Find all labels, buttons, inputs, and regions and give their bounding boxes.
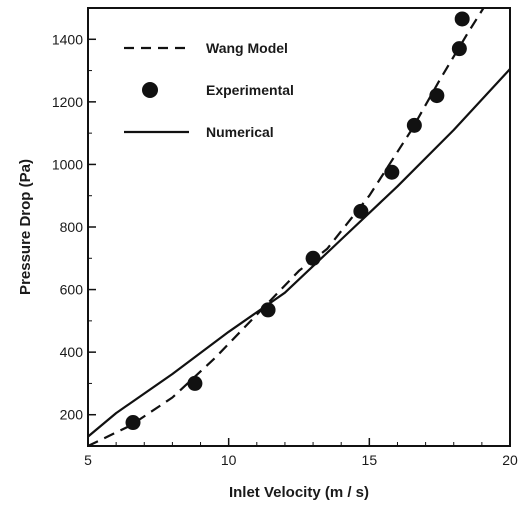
legend-label: Numerical <box>206 124 274 140</box>
ticks-layer: 5 10 15 20 200 400 600 800 1000 1200 1400 <box>52 31 518 468</box>
experimental-point <box>451 41 467 57</box>
plot-frame <box>87 7 511 447</box>
x-tick-label: 10 <box>221 452 237 468</box>
x-axis-title: Inlet Velocity (m / s) <box>229 484 369 501</box>
legend-label: Experimental <box>206 82 294 98</box>
experimental-point <box>353 203 369 219</box>
legend: Wang Model Experimental Numerical <box>124 40 294 140</box>
x-tick-label: 5 <box>84 452 92 468</box>
numerical-line <box>88 68 510 438</box>
experimental-point <box>429 88 445 104</box>
y-axis-title: Pressure Drop (Pa) <box>17 159 34 295</box>
series-layer <box>88 8 510 446</box>
experimental-point <box>384 164 400 180</box>
wang-model-line <box>88 8 485 446</box>
legend-label: Wang Model <box>206 40 288 56</box>
y-tick-label: 600 <box>60 282 84 298</box>
y-tick-label: 200 <box>60 407 84 423</box>
y-tick-label: 800 <box>60 219 84 235</box>
x-tick-label: 15 <box>362 452 378 468</box>
y-tick-label: 1000 <box>52 156 83 172</box>
experimental-point <box>406 117 422 133</box>
experimental-point <box>454 11 470 27</box>
y-tick-label: 1400 <box>52 31 83 47</box>
y-tick-label: 400 <box>60 344 84 360</box>
y-tick-label: 1200 <box>52 94 83 110</box>
experimental-point <box>125 415 141 431</box>
experimental-point <box>187 375 203 391</box>
experimental-point <box>305 250 321 266</box>
x-tick-label: 20 <box>502 452 518 468</box>
legend-marker-experimental <box>142 82 158 98</box>
plot-area <box>87 7 511 447</box>
